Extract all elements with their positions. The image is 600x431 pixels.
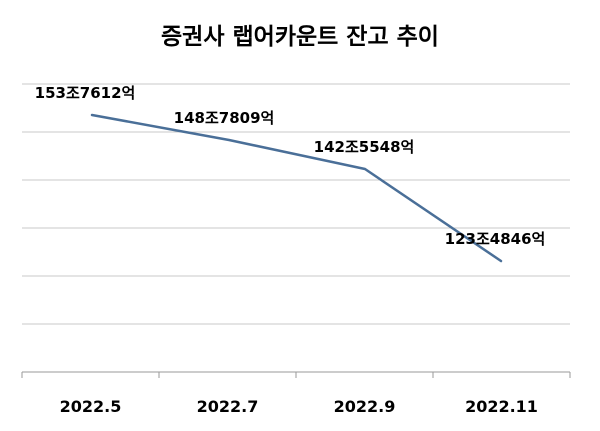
x-tick-label: 2022.5 [60, 397, 122, 416]
series-line [92, 115, 501, 261]
data-label-layer: 153조7612억 148조7809억 142조5548억 123조4846억 [35, 84, 546, 248]
data-label: 148조7809억 [174, 109, 275, 127]
chart-title: 증권사 랩어카운트 잔고 추이 [161, 24, 439, 50]
series-layer [92, 115, 501, 261]
grid-layer [22, 84, 570, 324]
data-label: 153조7612억 [35, 84, 136, 102]
x-tick-label: 2022.9 [334, 397, 396, 416]
data-label: 123조4846억 [445, 230, 546, 248]
x-tick-label: 2022.7 [197, 397, 259, 416]
x-axis: 2022.5 2022.7 2022.9 2022.11 [22, 372, 570, 416]
x-tick-label: 2022.11 [465, 397, 538, 416]
data-label: 142조5548억 [314, 138, 415, 156]
